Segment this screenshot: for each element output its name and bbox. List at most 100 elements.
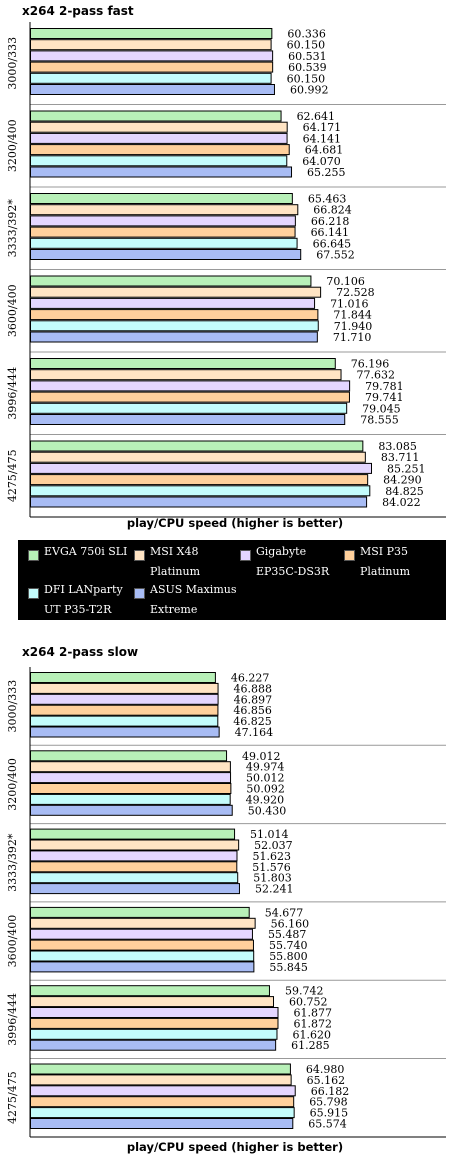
bar [30, 883, 240, 895]
data-label: 66.141 [311, 226, 350, 239]
data-label: 71.940 [334, 320, 373, 333]
category-label: 3333/392* [6, 199, 19, 258]
bar [30, 1017, 279, 1029]
legend-swatch-evga [28, 550, 39, 561]
data-label: 60.539 [288, 61, 327, 74]
data-label: 51.576 [252, 861, 291, 874]
data-label: 64.070 [302, 155, 341, 168]
bar [30, 1074, 292, 1086]
legend-swatch-msi-x48 [134, 550, 145, 561]
x-axis-label-slow: play/CPU speed (higher is better) [126, 1140, 344, 1154]
data-label: 52.037 [254, 839, 293, 852]
data-label: 71.844 [333, 309, 372, 322]
data-label: 64.681 [305, 144, 344, 157]
data-label: 51.014 [250, 828, 289, 841]
data-label: 49.974 [246, 761, 285, 774]
data-label: 65.463 [308, 193, 347, 206]
data-label: 83.711 [381, 451, 420, 464]
data-label: 83.085 [378, 440, 417, 453]
bar [30, 682, 219, 694]
chart-legend: EVGA 750i SLI MSI X48 Platinum Gigabyte … [18, 540, 446, 620]
data-label: 66.182 [311, 1085, 350, 1098]
data-label: 67.552 [316, 249, 355, 262]
legend-label: MSI X48 [150, 545, 199, 558]
bar [30, 1118, 294, 1129]
bar [30, 828, 236, 840]
data-label: 70.106 [326, 275, 365, 288]
data-label: 54.677 [265, 906, 304, 919]
data-label: 56.160 [271, 917, 310, 930]
data-label: 71.016 [330, 297, 369, 310]
category-label: 3000/333 [6, 680, 19, 733]
data-label: 61.872 [293, 1017, 332, 1030]
data-label: 84.022 [382, 496, 421, 509]
bar [30, 750, 228, 762]
category-label: 3200/400 [6, 119, 19, 172]
bar [30, 1107, 295, 1119]
data-label: 65.915 [310, 1107, 349, 1120]
data-label: 65.574 [308, 1118, 347, 1131]
data-label: 51.803 [253, 872, 292, 885]
x-axis-label-fast: play/CPU speed (higher is better) [126, 516, 344, 530]
data-label: 49.012 [242, 750, 281, 763]
data-label: 50.092 [246, 783, 284, 796]
legend-label: ASUS Maximus [150, 583, 237, 596]
bar [30, 950, 255, 962]
data-label: 64.980 [306, 1063, 345, 1076]
bar-chart-fast: 3000/33360.33660.15060.53160.53960.15060… [6, 22, 446, 518]
data-label: 50.012 [246, 772, 285, 785]
data-label: 46.825 [233, 715, 271, 728]
data-label: 61.285 [291, 1039, 330, 1052]
bar [30, 928, 253, 940]
category-label: 4275/475 [6, 1071, 19, 1124]
data-label: 85.251 [387, 462, 426, 475]
data-label: 64.171 [303, 121, 342, 134]
category-label: 3600/400 [6, 284, 19, 337]
bar [30, 761, 231, 773]
bar [30, 1039, 277, 1051]
data-label: 66.824 [313, 204, 352, 217]
bar [30, 804, 233, 816]
data-label: 79.741 [365, 391, 404, 404]
bar [30, 1063, 291, 1075]
bar [30, 793, 231, 805]
data-label: 64.141 [303, 132, 342, 145]
legend-label: DFI LANparty [44, 583, 123, 596]
data-label: 79.781 [365, 380, 404, 393]
legend-label: EVGA 750i SLI [44, 545, 128, 558]
data-label: 77.632 [357, 369, 396, 382]
legend-swatch-dfi [28, 588, 39, 599]
data-label: 65.798 [309, 1096, 348, 1109]
bar [30, 1096, 295, 1108]
bar [30, 850, 238, 862]
bar [30, 783, 232, 794]
bar [30, 715, 219, 727]
data-label: 71.710 [333, 331, 372, 344]
category-label: 3996/444 [6, 993, 19, 1046]
data-label: 61.620 [292, 1028, 331, 1041]
data-label: 46.227 [231, 672, 270, 685]
data-label: 79.045 [362, 402, 401, 415]
data-label: 47.164 [235, 726, 274, 739]
data-label: 55.487 [268, 928, 307, 941]
bar [30, 872, 239, 884]
legend-label: MSI P35 [360, 545, 409, 558]
bar [30, 861, 238, 873]
legend-swatch-gigabyte [240, 550, 251, 561]
category-label: 3996/444 [6, 367, 19, 420]
bar [30, 704, 219, 716]
data-label: 60.336 [287, 28, 326, 41]
bar [30, 1007, 279, 1018]
legend-label: Gigabyte [256, 545, 307, 558]
data-label: 46.897 [234, 693, 273, 706]
data-label: 66.218 [311, 215, 350, 228]
chart-title-slow: x264 2-pass slow [22, 645, 139, 659]
data-label: 78.555 [360, 414, 399, 427]
data-label: 60.531 [288, 50, 327, 63]
data-label: 51.623 [252, 850, 291, 863]
chart-title-fast: x264 2-pass fast [22, 4, 134, 18]
category-label: 3000/333 [6, 37, 19, 90]
data-label: 50.430 [248, 804, 287, 817]
data-label: 46.888 [234, 682, 273, 695]
bar [30, 1028, 278, 1040]
